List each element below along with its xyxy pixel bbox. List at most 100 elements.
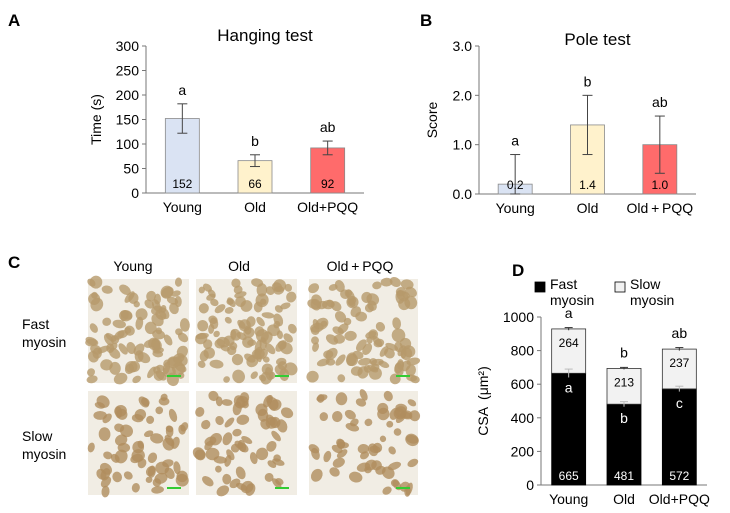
muscle-fiber: [102, 413, 112, 424]
muscle-fiber: [155, 406, 164, 415]
muscle-fiber: [144, 430, 154, 438]
muscle-fiber: [205, 447, 220, 461]
muscle-fiber: [260, 419, 271, 430]
muscle-fiber: [284, 283, 293, 292]
muscle-fiber: [232, 369, 245, 384]
muscle-fiber: [114, 405, 127, 417]
muscle-fiber: [325, 358, 336, 366]
muscle-fiber: [265, 367, 274, 381]
muscle-fiber: [361, 291, 373, 303]
muscle-fiber: [359, 389, 368, 401]
muscle-fiber: [175, 328, 183, 336]
muscle-fiber: [143, 339, 156, 348]
muscle-fiber: [135, 316, 144, 330]
legend-label-line1: Slow: [630, 276, 661, 292]
muscle-fiber: [100, 359, 113, 371]
muscle-fiber: [367, 364, 379, 373]
muscle-fiber: [144, 299, 155, 309]
muscle-fiber: [407, 399, 417, 407]
muscle-fiber: [214, 304, 226, 314]
muscle-fiber: [203, 347, 215, 359]
muscle-fiber: [194, 449, 206, 461]
muscle-fiber: [405, 364, 416, 377]
muscle-fiber: [213, 330, 220, 338]
x-tick-label: Old: [577, 200, 599, 216]
muscle-fiber: [312, 342, 319, 352]
bar-value-label: 1.0: [651, 178, 668, 192]
bar-fast-myosin: [606, 403, 642, 486]
muscle-fiber: [334, 280, 345, 293]
column-header: Old + PQQ: [327, 258, 394, 274]
bar: [310, 147, 346, 194]
muscle-fiber: [261, 312, 275, 319]
muscle-fiber: [151, 305, 163, 315]
muscle-fiber: [215, 415, 224, 426]
muscle-fiber: [198, 303, 209, 314]
muscle-fiber: [106, 343, 115, 353]
muscle-fiber: [267, 460, 277, 469]
muscle-fiber: [264, 472, 274, 482]
row-label-line1: Slow: [22, 428, 53, 444]
muscle-fiber: [195, 407, 205, 417]
chart-title: Pole test: [564, 30, 630, 49]
muscle-fiber: [337, 442, 349, 449]
muscle-fiber: [103, 333, 114, 346]
significance-label: a: [178, 82, 186, 98]
significance-label: ab: [320, 119, 336, 135]
muscle-fiber: [85, 336, 99, 346]
muscle-fiber: [209, 359, 224, 369]
muscle-fiber: [379, 346, 389, 357]
muscle-fiber: [126, 342, 136, 355]
muscle-fiber: [204, 436, 217, 446]
muscle-fiber: [255, 329, 269, 343]
muscle-fiber: [243, 327, 255, 338]
muscle-fiber: [380, 277, 393, 287]
hanging-test-chart: Hanging test Time (s) 0 50 100 150 200 250 300 a 1…: [88, 26, 364, 215]
muscle-fiber: [197, 320, 209, 332]
muscle-fiber: [224, 316, 232, 324]
muscle-fiber: [343, 317, 352, 326]
chart-title: Hanging test: [217, 26, 313, 45]
muscle-fiber: [379, 435, 387, 443]
muscle-fiber: [103, 451, 113, 460]
muscle-fiber: [167, 356, 180, 369]
muscle-fiber: [231, 353, 244, 366]
muscle-fiber: [169, 302, 179, 315]
muscle-fiber: [391, 328, 406, 343]
bar-value-label: 0.2: [507, 178, 524, 192]
scale-bar: [396, 375, 410, 377]
muscle-fiber: [276, 330, 284, 340]
muscle-fiber: [137, 458, 147, 469]
muscle-fiber: [203, 339, 213, 349]
muscle-fiber: [163, 359, 171, 367]
muscle-fiber: [332, 410, 343, 423]
muscle-fiber: [328, 284, 338, 291]
muscle-fiber: [279, 341, 293, 355]
muscle-fiber: [230, 329, 237, 340]
muscle-fiber: [405, 435, 419, 444]
muscle-fiber: [134, 409, 147, 421]
muscle-fiber: [246, 355, 259, 368]
muscle-fiber: [118, 343, 128, 355]
y-tick-label: 0.0: [453, 186, 473, 202]
muscle-fiber: [224, 307, 234, 314]
scale-bar: [275, 487, 289, 489]
muscle-fiber: [150, 433, 164, 444]
muscle-fiber: [179, 318, 190, 332]
scale-bar: [167, 487, 181, 489]
muscle-fiber: [329, 467, 340, 477]
row-label-line1: Fast: [22, 316, 49, 332]
muscle-fiber: [125, 360, 138, 373]
muscle-fiber: [165, 425, 174, 438]
muscle-fiber: [273, 279, 287, 292]
muscle-fiber: [260, 298, 267, 305]
micrograph-fast-0: [85, 275, 190, 387]
y-axis-label: Score: [424, 102, 440, 139]
significance-total-label: ab: [672, 325, 688, 341]
muscle-fiber: [232, 428, 242, 437]
muscle-fiber: [256, 283, 268, 297]
y-axis-label: Time (s): [88, 94, 104, 145]
micrograph-slow-2: [308, 389, 421, 497]
muscle-fiber: [400, 279, 414, 290]
